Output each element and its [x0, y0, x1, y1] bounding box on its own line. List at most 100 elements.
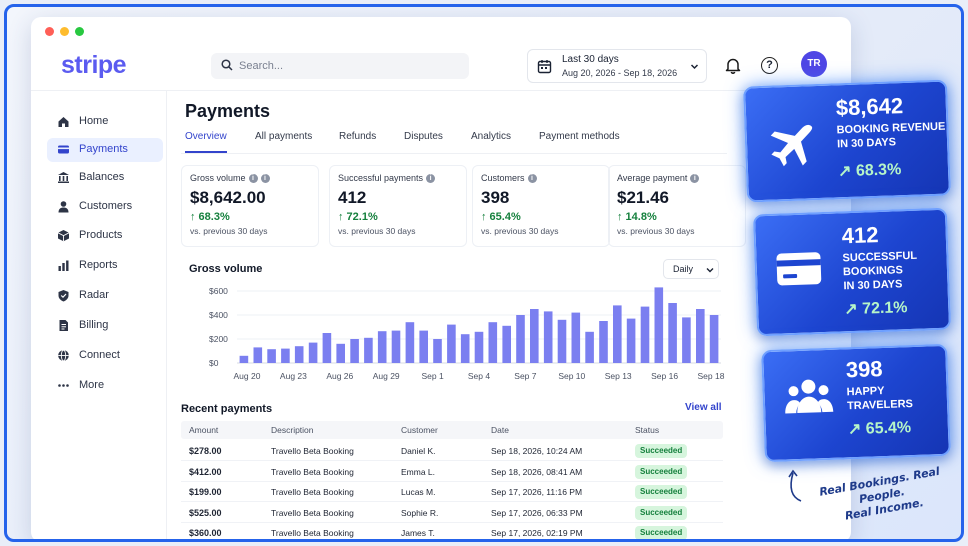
chart-bar[interactable] [585, 331, 594, 363]
chart-bar[interactable] [543, 311, 553, 363]
payment-date: Sep 17, 2026, 02:19 PM [491, 528, 583, 538]
chart-bar[interactable] [488, 322, 498, 363]
help-icon[interactable]: ? [761, 57, 778, 74]
kpi-value: $8,642.00 [190, 188, 266, 207]
kpi-card-gross-volume[interactable]: Gross volume i i $8,642.00 ↑ 68.3% vs. previo… [181, 165, 319, 247]
chart-bar[interactable] [308, 342, 318, 363]
sidebar-item-balances[interactable]: Balances [47, 166, 163, 190]
sidebar-item-home[interactable]: Home [47, 110, 163, 134]
table-row[interactable]: $199.00 Travello Beta Booking Lucas M. Sep … [181, 482, 723, 502]
promo-value: $8,642 [835, 93, 904, 121]
minimize-window-button[interactable] [60, 27, 69, 36]
payment-customer: James T. [401, 528, 435, 538]
y-tick-label: $400 [209, 310, 228, 320]
chart-bar[interactable] [460, 334, 470, 363]
kpi-card-customers[interactable]: Customers i 398 ↑ 65.4% vs. previous 30 days [472, 165, 610, 247]
date-range-picker[interactable]: Last 30 days Aug 20, 2026 - Sep 18, 2026 [527, 49, 707, 83]
chart-bar[interactable] [239, 355, 249, 363]
sidebar-item-more[interactable]: More [47, 374, 163, 398]
column-header-date[interactable]: Date [491, 425, 509, 435]
chart-bar[interactable] [336, 343, 345, 363]
info-icon[interactable]: i [426, 174, 436, 184]
sidebar-item-label: Billing [79, 319, 109, 331]
tab-all-payments[interactable]: All payments [255, 131, 313, 142]
column-header-description[interactable]: Description [271, 425, 314, 435]
chart-bar[interactable] [682, 317, 691, 363]
info-icon[interactable]: i [248, 174, 258, 184]
bell-icon[interactable] [725, 57, 741, 74]
outer-frame: stripe Last 30 days Aug 20, 2026 - Sep 1… [4, 4, 964, 542]
chart-bar[interactable] [668, 303, 677, 363]
chart-bar[interactable] [419, 330, 428, 363]
sidebar-item-label: Radar [79, 289, 109, 301]
kpi-comparison: vs. previous 30 days [190, 226, 268, 236]
payment-date: Sep 17, 2026, 11:16 PM [491, 487, 583, 497]
chart-bar[interactable] [613, 305, 622, 363]
sidebar-item-products[interactable]: Products [47, 224, 163, 248]
sidebar-item-label: Products [79, 229, 123, 241]
chart-bar[interactable] [502, 325, 511, 363]
chart-bar[interactable] [626, 318, 636, 363]
chart-bar[interactable] [294, 346, 304, 363]
chart-bar[interactable] [696, 309, 705, 363]
view-all-link[interactable]: View all [685, 402, 722, 413]
tab-payment-methods[interactable]: Payment methods [539, 131, 620, 142]
chart-bar[interactable] [530, 309, 539, 363]
search-box[interactable] [211, 53, 469, 79]
kpi-card-successful-payments[interactable]: Successful payments i 412 ↑ 72.1% vs. previo… [329, 165, 467, 247]
chart-bar[interactable] [447, 324, 456, 363]
info-icon[interactable]: i [527, 174, 537, 184]
tab-disputes[interactable]: Disputes [404, 131, 443, 142]
info-icon[interactable]: i [690, 174, 700, 184]
kpi-card-average-payment[interactable]: Average payment i $21.46 ↑ 14.8% vs. previou… [608, 165, 746, 247]
sidebar-item-customers[interactable]: Customers [47, 195, 163, 219]
sidebar-item-radar[interactable]: Radar [47, 284, 163, 308]
chart-bar[interactable] [267, 349, 276, 363]
sidebar-item-payments[interactable]: Payments [47, 138, 163, 162]
chart-bar[interactable] [350, 339, 359, 363]
table-row[interactable]: $525.00 Travello Beta Booking Sophie R. Sep… [181, 503, 723, 523]
maximize-window-button[interactable] [75, 27, 84, 36]
tab-refunds[interactable]: Refunds [339, 131, 377, 142]
tab-overview[interactable]: Overview [185, 131, 227, 153]
interval-select[interactable]: Daily [663, 259, 719, 279]
info-icon[interactable]: i [260, 174, 270, 184]
chart-bar[interactable] [654, 287, 664, 363]
payment-amount: $525.00 [189, 507, 222, 518]
avatar[interactable]: TR [801, 51, 827, 77]
chart-bar[interactable] [322, 333, 332, 363]
chart-bar[interactable] [709, 315, 719, 363]
chart-bar[interactable] [571, 312, 581, 363]
chart-bar[interactable] [405, 322, 415, 363]
search-input[interactable] [239, 57, 459, 75]
chart-bar[interactable] [474, 331, 484, 363]
close-window-button[interactable] [45, 27, 54, 36]
stripe-logo[interactable]: stripe [61, 51, 127, 79]
payment-date: Sep 18, 2026, 08:41 AM [491, 466, 583, 477]
chart-bar[interactable] [640, 306, 650, 363]
column-header-amount[interactable]: Amount [189, 425, 219, 435]
table-row[interactable]: $412.00 Travello Beta Booking Emma L. Sep 1… [181, 462, 723, 482]
sidebar-item-connect[interactable]: Connect [47, 344, 163, 368]
sidebar-item-reports[interactable]: Reports [47, 254, 163, 278]
gross-volume-title: Gross volume [189, 263, 263, 275]
chart-bar[interactable] [516, 315, 525, 363]
tab-analytics[interactable]: Analytics [471, 131, 512, 142]
chart-bar[interactable] [599, 321, 608, 363]
chart-bar[interactable] [391, 330, 401, 363]
table-row[interactable]: $360.00 Travello Beta Booking James T. Sep … [181, 523, 723, 539]
column-header-status[interactable]: Status [635, 425, 660, 435]
kpi-change: ↑ 72.1% [338, 211, 378, 223]
sidebar-item-billing[interactable]: Billing [47, 314, 163, 338]
table-row[interactable]: $278.00 Travello Beta Booking Daniel K. Sep… [181, 441, 723, 461]
kpi-change: ↑ 68.3% [190, 211, 230, 223]
globe-icon [58, 349, 69, 362]
column-header-customer[interactable]: Customer [401, 425, 438, 435]
chart-bar[interactable] [253, 347, 263, 363]
chart-bar[interactable] [364, 337, 373, 363]
payment-description: Travello Beta Booking [271, 528, 354, 538]
chart-bar[interactable] [377, 331, 387, 363]
chart-bar[interactable] [281, 348, 290, 363]
chart-bar[interactable] [433, 339, 442, 363]
chart-bar[interactable] [557, 319, 567, 363]
